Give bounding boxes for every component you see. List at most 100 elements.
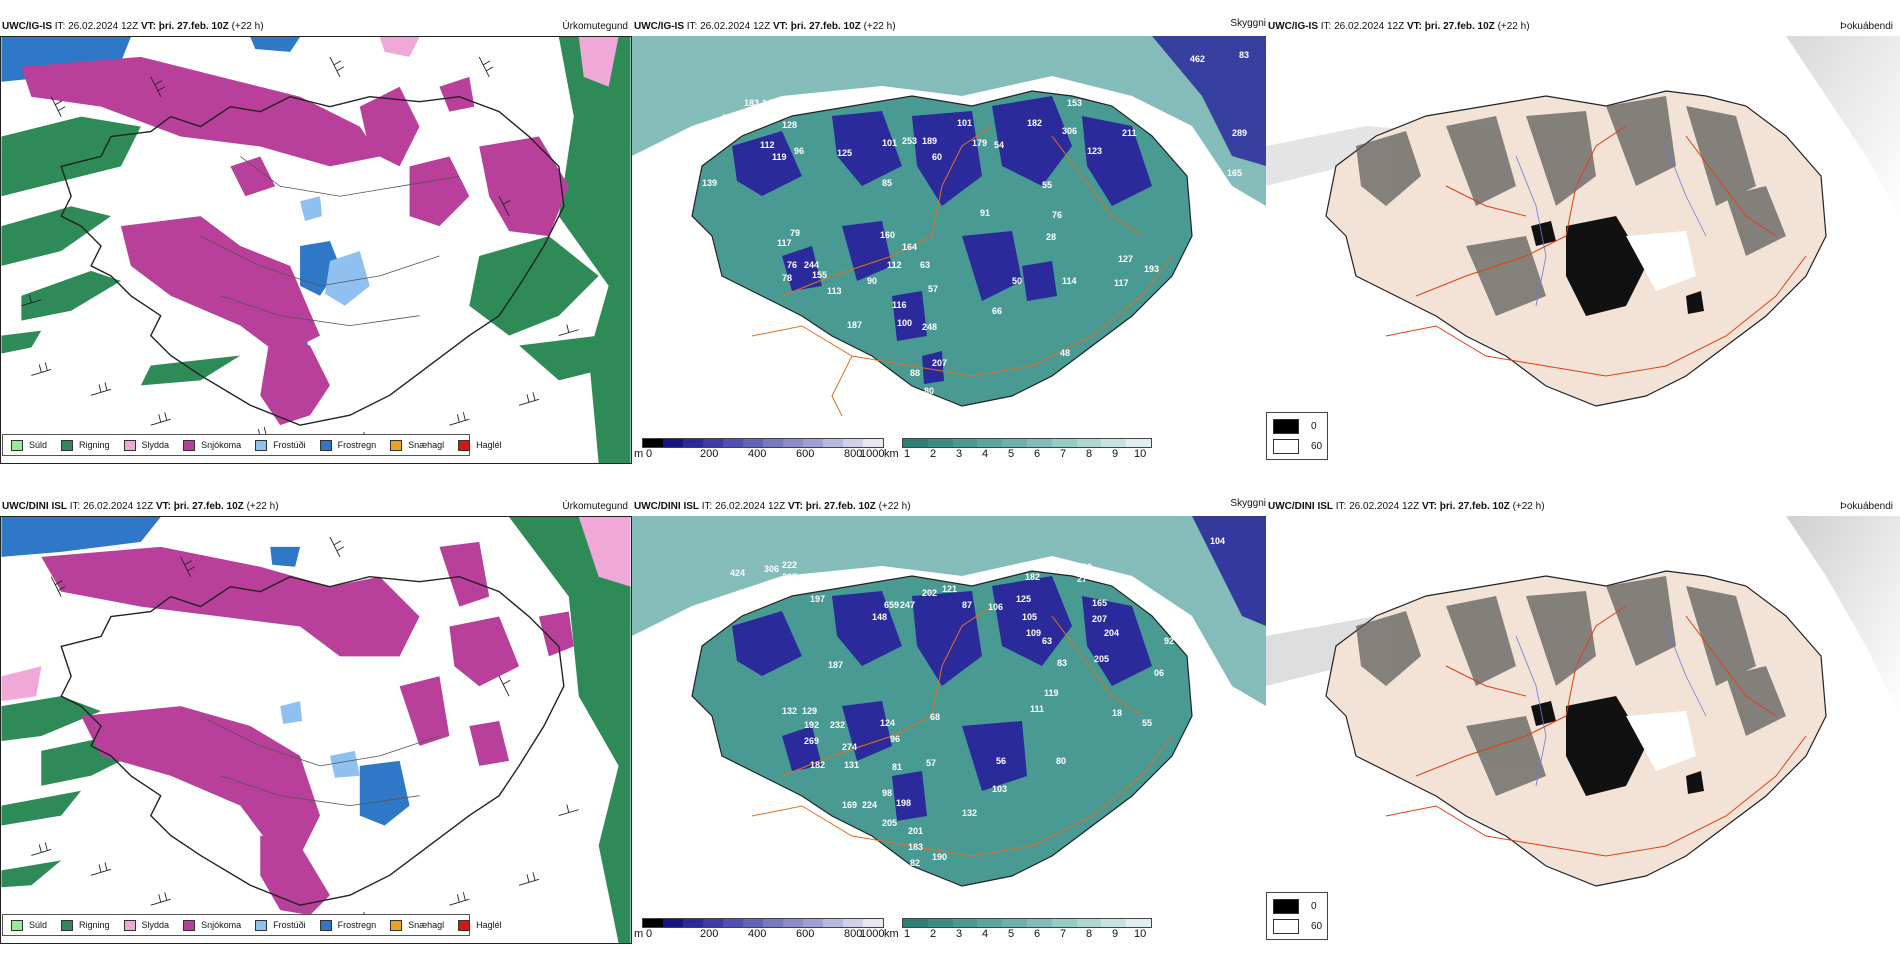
vis-label: 92 [1164,636,1174,646]
vis-label: 124 [880,718,895,728]
vis-label: 111 [1030,704,1044,714]
vis-label: 132 [962,808,977,818]
vis-label: 205 [882,818,897,828]
panel-header: UWC/DINI ISL IT: 26.02.2024 12Z VT: þri.… [1268,501,1545,513]
fog-legend-row: 60 [1273,439,1322,454]
fog-sea-gradient [1786,516,1900,716]
legend-swatch [458,439,471,451]
vis-label: 183 [744,98,759,108]
visibility-tick: 9 [1112,448,1119,460]
height-unit: m [634,928,644,940]
vis-label: 104 [1210,536,1225,546]
vis-label: 127 [1118,254,1133,264]
visibility-tick: 2 [930,448,937,460]
vis-label: 182 [1027,118,1042,128]
legend-swatch [319,439,332,451]
sleet-areas [379,37,619,87]
legend-swatch [123,439,136,451]
vis-label: 211 [1122,128,1137,138]
legend-label: Snjókoma [201,920,242,930]
fog-legend-value: 0 [1311,421,1317,432]
vis-label: 66 [992,306,1002,316]
coastline [691,570,1193,887]
vis-label: 125 [837,148,852,158]
visibility-tick: 9 [1112,928,1119,940]
vis-label: 116 [892,300,907,310]
legend-item: Haglél [458,439,502,451]
vis-label: 132 [782,706,797,716]
vis-label: 189 [922,136,937,146]
legend-item: Frostregn [319,439,376,451]
freezing-drizzle-areas [280,701,360,778]
vis-label: 103 [992,784,1007,794]
vis-label: 96 [794,146,804,156]
vis-label: 55 [1142,718,1152,728]
visibility-tick: 7 [1060,928,1067,940]
model-name: UWC/DINI ISL [634,501,699,512]
vt-label: VT: [772,21,788,32]
vis-label: 205 [1094,654,1109,664]
precip-legend: Súld Rigning Slydda Snjókoma Frostúði Fr… [2,914,502,936]
it-value: 26.02.2024 12Z [1349,501,1420,512]
vis-label: 462 [1190,54,1205,64]
vt-label: VT: [140,21,156,32]
fog-swatch-light [1273,439,1299,454]
snow-areas [21,56,569,426]
light-fog-area [1626,711,1696,771]
visibility-scale: km 1 2 3 4 5 6 7 8 9 10 [884,438,1156,474]
fog-legend: 0 60 [1266,412,1328,460]
legend-swatch [123,919,136,931]
vis-label: 112 [887,260,902,270]
fog-legend-value: 60 [1311,921,1323,932]
legend-swatch [319,919,332,931]
panel-label-visibility: Skyggni [1230,18,1266,29]
vis-label: 306 [1062,126,1077,136]
vis-label: 06 [1154,668,1164,678]
panel-label-fog: Þokuábendi [1840,501,1893,512]
vt-label: VT: [787,501,803,512]
visibility-scale-bar [902,918,1152,928]
fog-swatch-dark [1273,899,1299,914]
legend-label: Frostúði [273,440,306,450]
vis-label: 123 [1087,146,1102,156]
model-name: UWC/IG-IS [1268,21,1318,32]
vis-label: 60 [932,152,942,162]
vis-label: 659 [884,600,899,610]
legend-swatch [390,919,403,931]
vis-label: 306 [764,564,779,574]
legend-label: Rigning [79,920,110,930]
wind-barbs [21,56,579,446]
light-fog-area [1626,231,1696,291]
legend-label: Snæhagl [408,440,445,450]
vis-label: 85 [882,178,892,188]
rivers [1515,145,1707,307]
vis-label: 198 [896,798,911,808]
vt-label: VT: [155,501,171,512]
fog-legend-row: 0 [1273,419,1317,434]
it-value: 26.02.2024 12Z [700,21,771,32]
high-terrain-visibility [732,96,1152,384]
vis-label: 260 [1077,562,1092,572]
panel-header: UWC/IG-IS IT: 26.02.2024 12Z VT: þri. 27… [1268,21,1530,33]
vis-label: 113 [827,286,842,296]
vis-label: 100 [897,318,912,328]
vis-label: 83 [1057,658,1067,668]
model-name: UWC/IG-IS [634,21,684,32]
legend-swatch [11,919,23,931]
it-label: IT: [1320,21,1332,32]
vis-label: 424 [730,568,745,578]
vis-label: 76 [1052,210,1062,220]
vis-label: 28 [1046,232,1056,242]
vis-label: 89 [926,874,936,884]
very-low-visibility-sea [1192,516,1266,626]
vis-label: 57 [926,758,936,768]
height-tick: 400 [748,928,767,940]
vis-label: 155 [812,270,827,280]
low-visibility-sea [632,36,1266,206]
vis-label: 484 [737,588,752,598]
visibility-tick: 4 [982,928,989,940]
visibility-tick: 10 [1134,928,1147,940]
vis-label: 50 [1012,276,1022,286]
legend-label: Frostúði [273,920,306,930]
model-name: UWC/DINI ISL [2,501,67,512]
